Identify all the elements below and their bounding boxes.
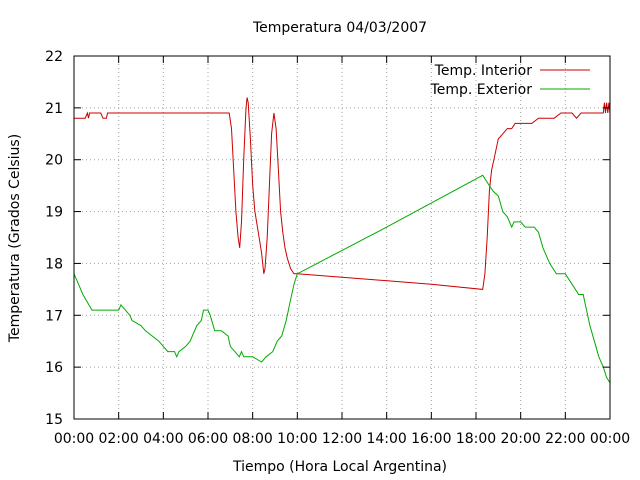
x-tick-label: 20:00: [500, 431, 540, 447]
legend-label-exterior: Temp. Exterior: [430, 82, 533, 98]
x-tick-label: 12:00: [322, 431, 362, 447]
y-tick-label: 17: [45, 308, 63, 324]
series-lines: [73, 97, 611, 383]
grid: [74, 56, 610, 419]
y-tick-label: 16: [45, 360, 63, 376]
y-tick-label: 21: [45, 101, 63, 117]
x-tick-label: 00:00: [590, 431, 630, 447]
legend: Temp. Interior Temp. Exterior: [430, 63, 590, 98]
x-tick-label: 00:00: [54, 431, 94, 447]
x-tick-label: 06:00: [188, 431, 228, 447]
series-line-exterior: [73, 174, 611, 383]
legend-label-interior: Temp. Interior: [434, 63, 533, 79]
x-tick-label: 10:00: [277, 431, 317, 447]
y-tick-label: 18: [45, 256, 63, 272]
series-line-interior: [74, 97, 611, 290]
x-tick-label: 04:00: [143, 431, 183, 447]
x-tick-label: 08:00: [232, 431, 272, 447]
x-tick-label: 02:00: [98, 431, 138, 447]
y-tick-label: 19: [45, 205, 63, 221]
y-axis-label: Temperatura (Grados Celsius): [7, 134, 23, 343]
x-tick-label: 16:00: [411, 431, 451, 447]
chart-title: Temperatura 04/03/2007: [252, 20, 427, 36]
tick-marks: [73, 55, 611, 420]
y-axis-tick-labels: 15 16 17 18 19 20 21 22: [45, 49, 63, 428]
y-tick-label: 20: [45, 153, 63, 169]
x-tick-label: 22:00: [545, 431, 585, 447]
y-tick-label: 22: [45, 49, 63, 65]
x-axis-label: Tiempo (Hora Local Argentina): [232, 459, 447, 475]
x-tick-label: 18:00: [456, 431, 496, 447]
x-tick-label: 14:00: [366, 431, 406, 447]
y-tick-label: 15: [45, 412, 63, 428]
x-axis-tick-labels: 00:00 02:00 04:00 06:00 08:00 10:00 12:00 14:00…: [54, 431, 630, 447]
